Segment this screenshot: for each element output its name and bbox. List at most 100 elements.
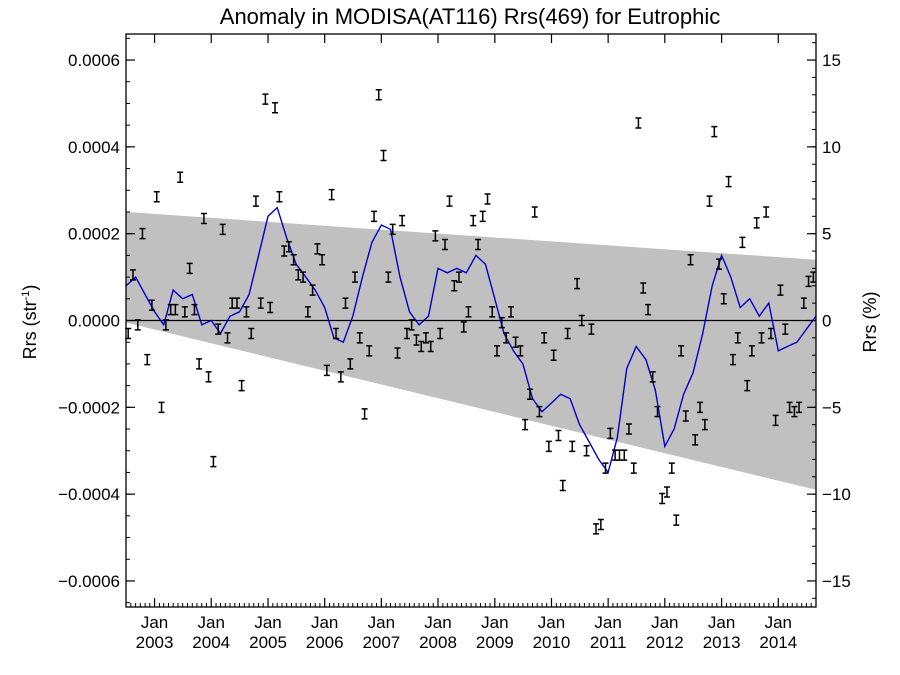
data-point [550,349,557,361]
data-point [375,89,382,101]
data-point [385,271,392,283]
data-point [786,401,793,414]
data-point [569,440,576,453]
x-tick-year-label: 2009 [476,633,514,652]
data-point [144,353,151,366]
x-tick-month-label: Jan [424,613,451,632]
data-point [559,479,566,492]
data-point [507,306,514,318]
x-tick-month-label: Jan [594,613,621,632]
data-point [654,405,661,418]
data-point [276,191,283,203]
data-point [219,223,226,236]
data-point [526,388,533,401]
data-point [791,405,798,418]
y-left-tick-label: −0.0004 [58,485,120,504]
data-point [536,405,543,418]
data-point [564,327,571,340]
data-point [475,238,482,251]
y-axis-left-title-sup: -1 [20,291,32,301]
data-point [701,418,708,431]
data-point [257,297,264,309]
data-point [470,214,477,227]
x-tick-month-label: Jan [651,613,678,632]
data-point [129,269,136,281]
data-point [309,284,316,296]
data-point [607,427,614,440]
x-tick-month-label: Jan [481,613,508,632]
data-point [215,323,222,335]
data-point [380,149,387,162]
data-point [295,269,302,281]
data-point [800,297,807,309]
data-point [196,358,203,370]
x-tick-year-label: 2005 [249,633,287,652]
data-point [668,462,675,474]
y-right-tick-label: 15 [822,51,841,70]
data-point [649,371,656,383]
x-tick-month-label: Jan [311,613,338,632]
data-point [351,271,358,283]
data-point [630,462,637,474]
data-point [484,193,491,205]
data-point [455,271,462,283]
data-point [645,303,652,316]
data-point [437,327,444,340]
data-point [333,327,340,340]
data-point [772,414,779,427]
data-point [583,444,590,457]
smoothed-anomaly-line [125,206,817,475]
data-point [205,371,212,383]
data-point [403,327,410,340]
data-point [342,297,349,309]
data-point [782,323,789,335]
data-point [517,345,524,357]
y-axis-right-title: Rrs (%) [860,292,880,353]
data-point [621,449,628,461]
data-point [711,125,718,138]
data-point [796,401,803,414]
data-point [512,336,519,348]
data-point [758,332,765,344]
x-tick-year-label: 2013 [703,633,741,652]
y-left-tick-label: −0.0002 [58,398,120,417]
data-point [635,117,642,129]
data-point [503,332,510,344]
data-point [328,188,335,201]
data-point [659,492,666,505]
y-axis-left-title: Rrs (str-1) [20,285,40,360]
data-point [177,171,184,183]
data-point [134,319,141,331]
x-tick-month-label: Jan [198,613,225,632]
data-point [347,358,354,370]
y-right-tick-label: 0 [822,312,831,331]
data-point [408,319,415,331]
y-left-tick-label: −0.0006 [58,572,120,591]
x-tick-month-label: Jan [141,613,168,632]
data-point [555,429,562,442]
data-point [356,332,363,344]
data-point [304,306,311,318]
data-point [337,371,344,383]
data-point [593,523,600,535]
data-point [248,327,255,340]
x-tick-year-label: 2008 [419,633,457,652]
y-left-tick-label: 0.0006 [68,51,120,70]
data-point [715,258,722,270]
x-tick-year-label: 2010 [533,633,571,652]
data-point [267,301,274,314]
chart-title: Anomaly in MODISA(AT116) Rrs(469) for Eu… [220,4,720,29]
data-points-group [125,89,817,535]
data-point [314,243,321,255]
data-point [290,253,297,266]
data-point [678,345,685,357]
data-point [281,245,288,257]
x-tick-year-label: 2007 [362,633,400,652]
data-point [243,306,250,318]
data-point [394,347,401,359]
data-point [767,327,774,340]
data-point [640,282,647,294]
y-right-tick-label: 10 [822,138,841,157]
y-right-tick-label: −10 [822,485,851,504]
data-point [158,401,165,414]
